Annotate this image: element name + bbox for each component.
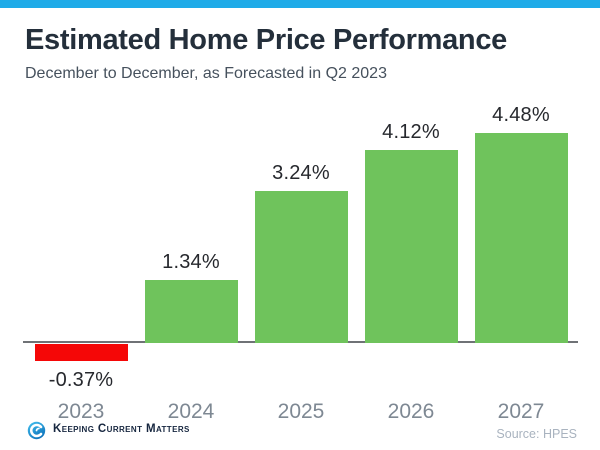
bar-2024 [144, 280, 238, 343]
category-label-2024: 2024 [167, 400, 215, 423]
page-title: Estimated Home Price Performance [25, 24, 507, 56]
page-subtitle: December to December, as Forecasted in Q… [25, 64, 387, 82]
value-label-2024: 1.34% [162, 251, 220, 274]
category-label-2026: 2026 [387, 400, 435, 423]
bar-2023 [34, 344, 128, 362]
value-label-2026: 4.12% [382, 121, 440, 144]
brand-name: Keeping Current Matters [53, 423, 190, 435]
category-label-2025: 2025 [277, 400, 325, 423]
category-label-2023: 2023 [57, 400, 105, 423]
kcm-swirl-icon [27, 421, 46, 439]
bar-2027 [474, 133, 568, 343]
header: Estimated Home Price Performance Decembe… [25, 24, 585, 83]
brand-logo: Keeping Current Matters [27, 420, 190, 440]
category-label-2027: 2027 [497, 400, 545, 423]
value-label-2027: 4.48% [492, 104, 550, 127]
source-note: Source: HPES [496, 427, 577, 441]
bar-2025 [254, 191, 348, 343]
top-accent-bar [0, 0, 600, 8]
value-label-2025: 3.24% [272, 162, 330, 185]
bar-2026 [364, 150, 458, 343]
value-label-2023: -0.37% [48, 369, 114, 392]
